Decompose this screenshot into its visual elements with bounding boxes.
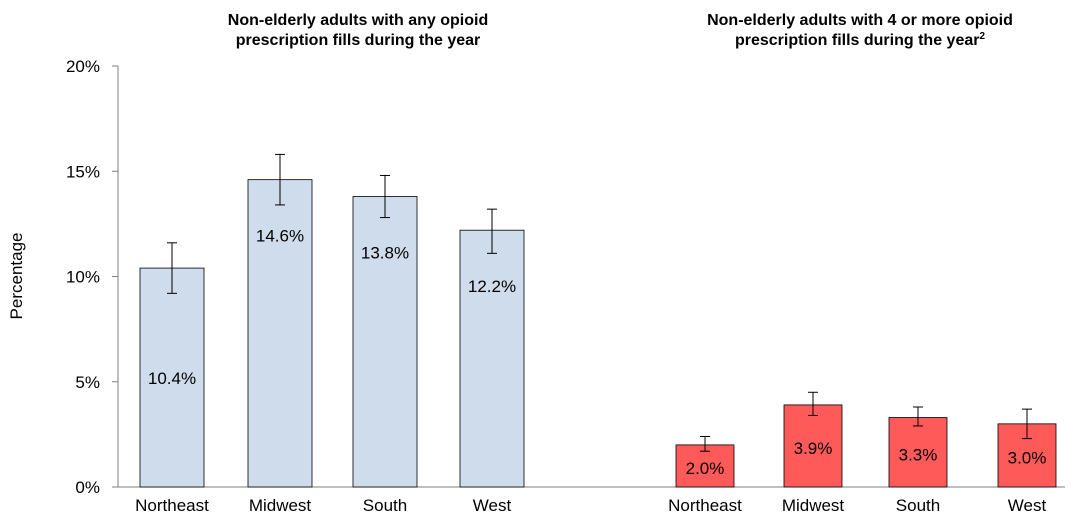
- y-axis-label: Percentage: [7, 233, 26, 320]
- chart2-title-line1: Non-elderly adults with 4 or more opioid: [707, 12, 1013, 29]
- data-label: 12.2%: [468, 277, 516, 296]
- data-label: 14.6%: [256, 227, 304, 246]
- category-label: Midwest: [782, 496, 845, 515]
- data-label: 2.0%: [686, 459, 725, 478]
- bar: [247, 179, 313, 488]
- category-label: Northeast: [668, 496, 742, 515]
- category-label: West: [473, 496, 512, 515]
- category-label: South: [896, 496, 940, 515]
- data-label: 13.8%: [361, 244, 409, 263]
- y-tick-label: 5%: [75, 373, 100, 392]
- bar: [888, 417, 948, 488]
- category-label: Northeast: [135, 496, 209, 515]
- y-tick-label: 20%: [66, 57, 100, 76]
- chart2-title-line2-text: prescription fills during the year: [735, 32, 980, 49]
- category-label: Midwest: [249, 496, 312, 515]
- y-ticks: 0% 5% 10% 15% 20%: [66, 57, 118, 497]
- y-tick-label: 0%: [75, 478, 100, 497]
- bar: [459, 229, 525, 488]
- data-label: 3.9%: [794, 439, 833, 458]
- y-tick-label: 10%: [66, 268, 100, 287]
- chart2-title-line2: prescription fills during the year2: [735, 31, 986, 49]
- bar: [675, 444, 735, 488]
- chart2-title-superscript: 2: [979, 31, 985, 42]
- chart1-title-line2: prescription fills during the year: [236, 32, 481, 49]
- bar: [352, 196, 418, 488]
- data-label: 10.4%: [148, 369, 196, 388]
- data-label: 3.0%: [1008, 448, 1047, 467]
- chart1-title-line1: Non-elderly adults with any opioid: [228, 12, 488, 29]
- data-label: 3.3%: [899, 445, 938, 464]
- bar: [139, 267, 205, 488]
- category-label: South: [363, 496, 407, 515]
- category-label: West: [1008, 496, 1047, 515]
- bars: 10.4% Northeast 14.6% Midwest 13.8% South 12.2…: [135, 153, 1057, 515]
- y-tick-label: 15%: [66, 162, 100, 181]
